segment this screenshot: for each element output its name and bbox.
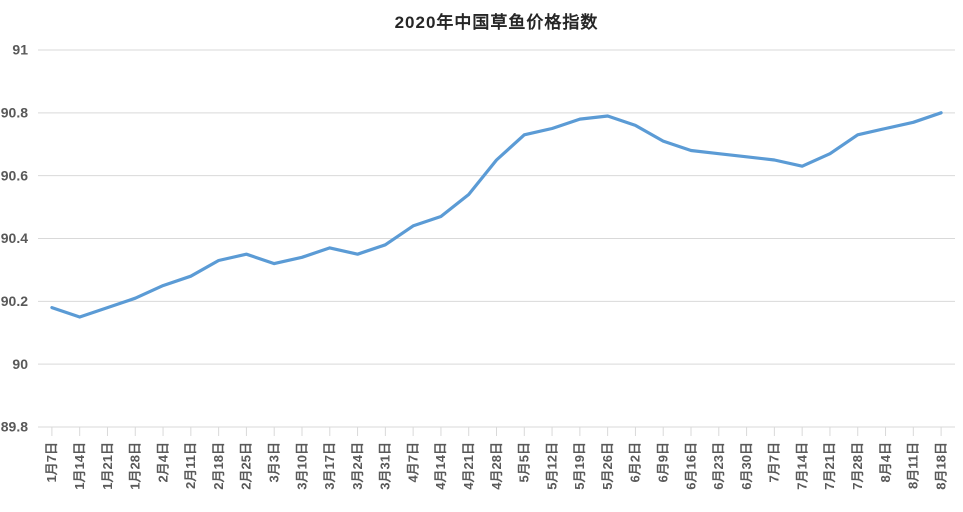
x-axis-tick-label: 7月14日 [794,442,809,490]
x-axis-tick-label: 1月21日 [100,442,115,490]
x-axis-tick-label: 6月30日 [739,442,754,490]
y-axis-tick-label: 91 [12,42,28,58]
x-axis-tick-label: 4月14日 [433,442,448,490]
x-axis-tick-label: 3月10日 [294,442,309,490]
x-axis-tick-label: 6月2日 [628,442,643,482]
x-axis-tick-label: 8月11日 [906,442,921,489]
x-axis-tick-label: 4月7日 [405,442,420,482]
x-axis-tick-label: 5月26日 [600,442,615,490]
x-axis-tick-label: 8月4日 [878,442,893,482]
chart-title: 2020年中国草鱼价格指数 [394,13,599,32]
y-axis-tick-label: 90.4 [1,230,28,246]
y-axis-tick-label: 90.8 [1,104,28,120]
x-axis-tick-label: 4月21日 [461,442,476,490]
x-axis-tick-label: 3月24日 [350,442,365,490]
x-axis-tick-label: 7月28日 [850,442,865,490]
x-axis-tick-label: 6月16日 [683,442,698,490]
x-axis-tick-label: 6月9日 [656,442,671,482]
y-axis-tick-label: 89.8 [1,419,28,435]
x-axis-tick-label: 3月31日 [378,442,393,490]
x-axis-tick-label: 8月18日 [933,442,948,490]
x-axis-tick-label: 3月17日 [322,442,337,490]
x-axis-tick-label: 2月4日 [155,442,170,482]
x-axis-tick-label: 4月28日 [489,442,504,490]
x-axis-tick-label: 7月21日 [822,442,837,490]
x-axis-tick-label: 5月19日 [572,442,587,490]
y-axis-tick-label: 90.6 [1,167,28,183]
x-axis-tick-label: 7月7日 [767,442,782,482]
x-axis-tick-label: 2月11日 [183,442,198,489]
x-axis-tick-label: 5月5日 [517,442,532,482]
x-axis-tick-label: 1月14日 [72,442,87,490]
x-axis-tick-label: 2月18日 [211,442,226,490]
y-axis-tick-label: 90 [12,356,28,372]
x-axis-tick-label: 3月3日 [266,442,281,482]
x-axis-tick-label: 1月28日 [128,442,143,490]
x-axis-tick-label: 6月23日 [711,442,726,490]
x-axis-tick-label: 5月12日 [544,442,559,490]
x-axis-tick-label: 2月25日 [239,442,254,490]
price-index-line [50,111,943,319]
x-axis-tick-label: 1月7日 [44,442,59,482]
y-axis-tick-label: 90.2 [1,293,28,309]
